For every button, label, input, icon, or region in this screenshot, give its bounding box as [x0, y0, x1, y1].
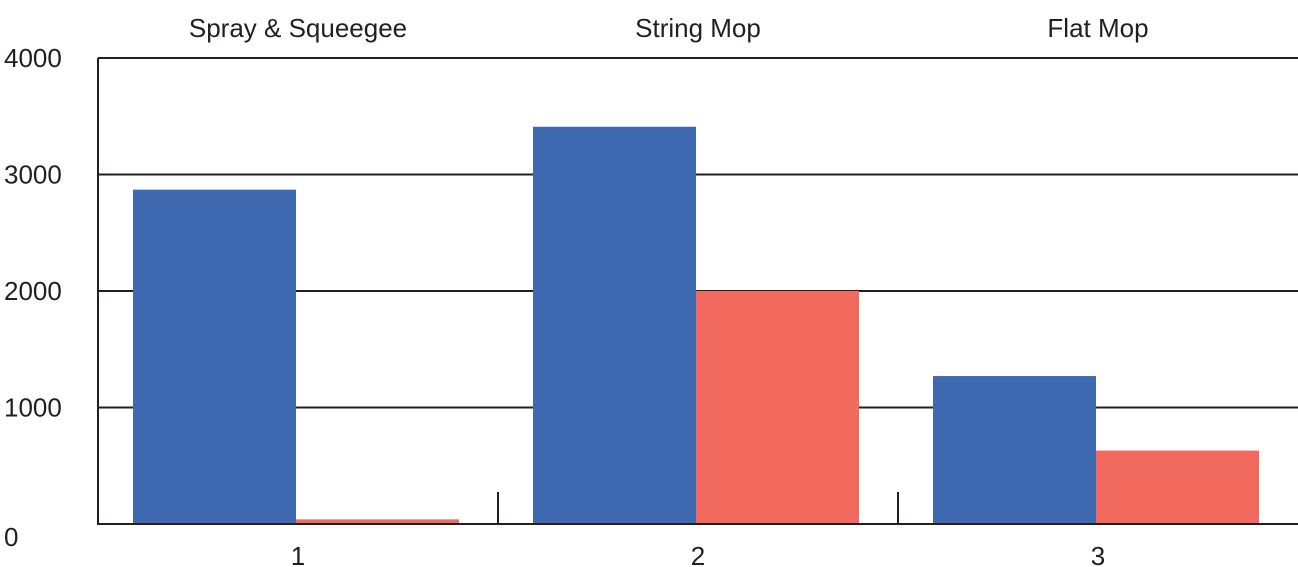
x-tick-label-3: 3 — [1091, 541, 1105, 567]
bar-s2-1 — [296, 519, 459, 524]
y-tick-label-2000: 2000 — [4, 276, 62, 306]
y-tick-label-3000: 3000 — [4, 160, 62, 190]
bar-s2-2 — [696, 291, 859, 524]
tick-labels: 0 1000 2000 3000 4000 1 Spray & Squeegee 2 Strin… — [4, 13, 1149, 567]
group-label-1: Spray & Squeegee — [189, 13, 407, 43]
group-label-2: String Mop — [635, 13, 761, 43]
bar-s1-3 — [933, 376, 1096, 524]
bar-s1-2 — [533, 126, 696, 525]
bar-s2-3 — [1096, 450, 1259, 524]
y-tick-label-0: 0 — [4, 522, 18, 552]
axes — [97, 58, 1298, 525]
x-tick-label-2: 2 — [691, 541, 705, 567]
x-tick-label-1: 1 — [291, 541, 305, 567]
bars — [133, 126, 1259, 525]
group-label-3: Flat Mop — [1047, 13, 1148, 43]
bar-s1-1 — [133, 189, 296, 524]
y-tick-label-1000: 1000 — [4, 393, 62, 423]
y-tick-label-4000: 4000 — [4, 43, 62, 73]
